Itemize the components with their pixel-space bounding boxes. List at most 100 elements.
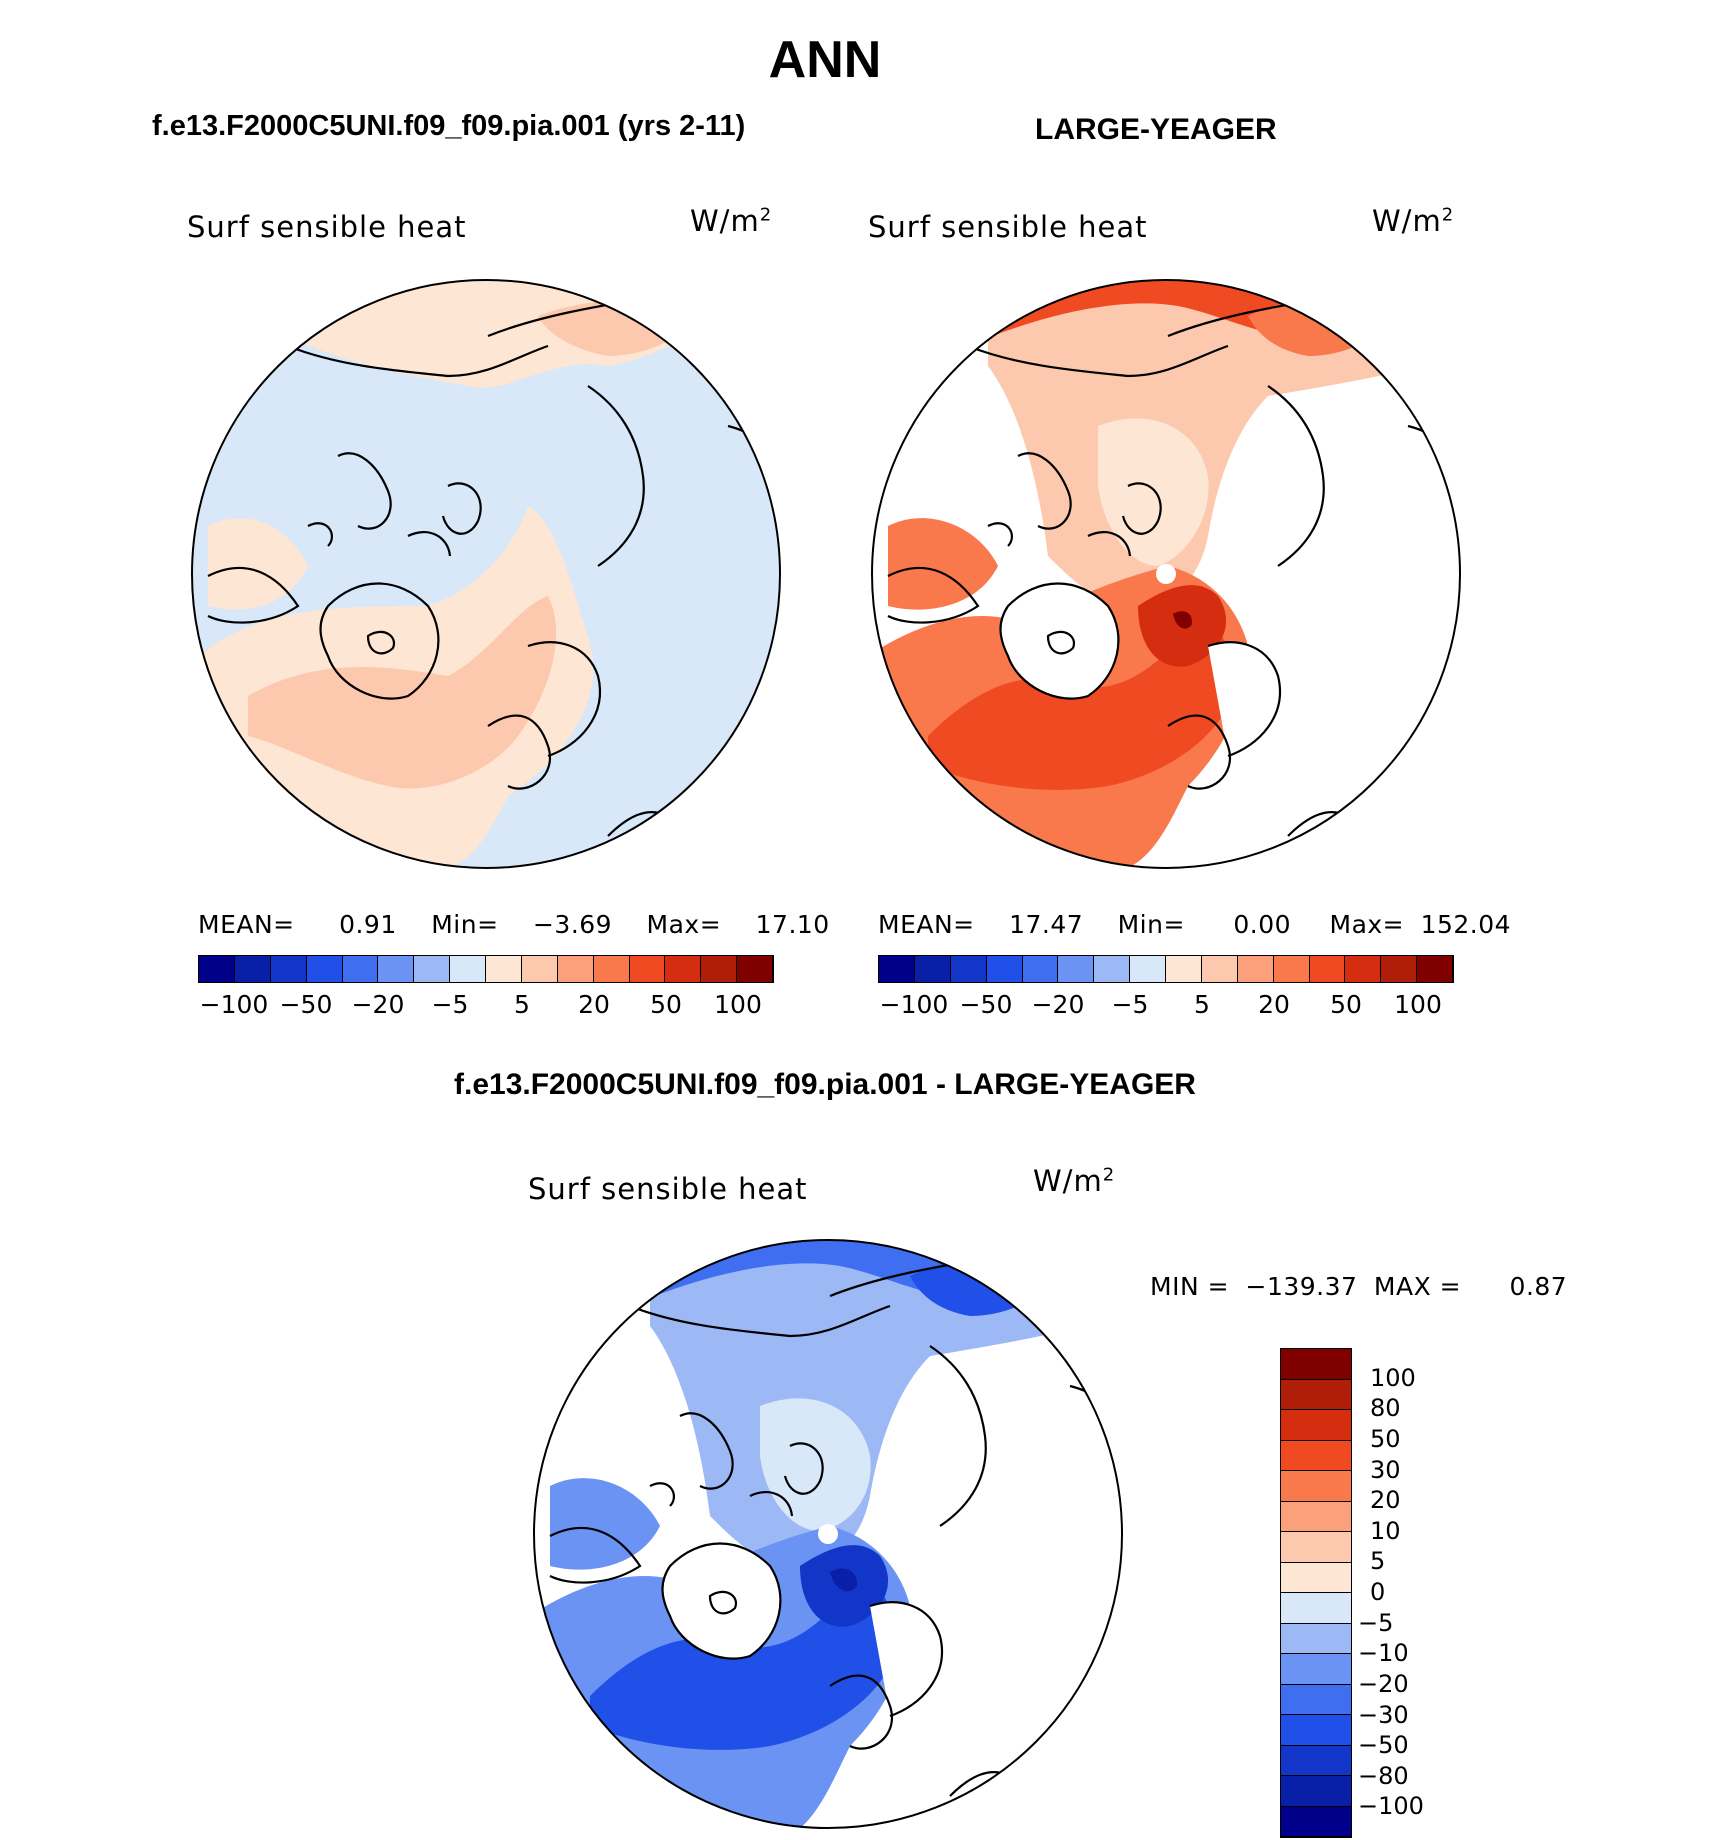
colorbar-tick-label: 20 xyxy=(1258,990,1290,1019)
colorbar-level-label: 10 xyxy=(1370,1516,1401,1545)
colorbar-swatch xyxy=(1281,1623,1351,1654)
colorbar-swatch xyxy=(1281,1379,1351,1410)
coastlines xyxy=(887,280,1460,837)
stat-label: MAX = xyxy=(1373,1272,1462,1301)
stat-min-value: −3.69 xyxy=(532,910,613,939)
diff-case-title: f.e13.F2000C5UNI.f09_f09.pia.001 - LARGE… xyxy=(454,1068,1196,1101)
colorbar-level-label: 20 xyxy=(1370,1486,1401,1515)
colorbar-level-label: −20 xyxy=(1358,1669,1409,1698)
diff-variable-label: Surf sensible heat xyxy=(528,1172,808,1206)
colorbar-swatch xyxy=(1201,956,1238,982)
colorbar-swatch xyxy=(1281,1410,1351,1441)
colorbar-swatch xyxy=(342,956,379,982)
diff-colorbar xyxy=(1280,1348,1352,1838)
left-variable-label: Surf sensible heat xyxy=(187,210,467,244)
colorbar-swatch xyxy=(557,956,594,982)
heat-shading-region xyxy=(1173,611,1193,629)
colorbar-swatch xyxy=(1281,1532,1351,1563)
stat-min-value: 0.00 xyxy=(1233,910,1292,939)
colorbar-tick-label: −20 xyxy=(1031,990,1085,1019)
stat-label: Min= xyxy=(431,910,499,939)
left-polar-map xyxy=(191,279,781,869)
colorbar-swatch xyxy=(1281,1806,1351,1837)
right-colorbar xyxy=(878,955,1454,983)
colorbar-level-label: 80 xyxy=(1370,1394,1401,1423)
colorbar-level-label: −50 xyxy=(1358,1731,1409,1760)
colorbar-tick-label: −5 xyxy=(431,990,469,1019)
colorbar-level-label: 100 xyxy=(1370,1363,1416,1392)
right-variable-label: Surf sensible heat xyxy=(868,210,1148,244)
diff-polar-map xyxy=(533,1239,1123,1829)
colorbar-tick-label: −5 xyxy=(1111,990,1149,1019)
coastlines xyxy=(207,280,780,837)
colorbar-swatch xyxy=(234,956,271,982)
colorbar-level-label: −100 xyxy=(1358,1792,1424,1821)
colorbar-swatch xyxy=(950,956,987,982)
colorbar-swatch xyxy=(1281,1715,1351,1746)
colorbar-swatch xyxy=(701,956,738,982)
colorbar-swatch xyxy=(1130,956,1166,982)
right-colorbar-ticks: −100 −50 −20 −5 5 20 50 100 xyxy=(878,990,1454,1022)
colorbar-tick-label: −20 xyxy=(351,990,405,1019)
right-case-title: LARGE-YEAGER xyxy=(1035,113,1277,146)
colorbar-swatch xyxy=(1281,1593,1351,1624)
diff-minmax-row: MIN = −139.37 MAX = 0.87 xyxy=(1150,1272,1567,1301)
colorbar-swatch xyxy=(1281,1745,1351,1776)
colorbar-swatch xyxy=(378,956,415,982)
page-title: ANN xyxy=(768,31,882,89)
colorbar-tick-label: 20 xyxy=(578,990,610,1019)
colorbar-level-label: −10 xyxy=(1358,1639,1409,1668)
stat-max-value: 0.87 xyxy=(1509,1272,1568,1301)
pole-hole xyxy=(1156,564,1176,584)
colorbar-tick-label: −100 xyxy=(199,990,269,1019)
colorbar-swatch xyxy=(629,956,666,982)
colorbar-tick-label: 100 xyxy=(1394,990,1442,1019)
colorbar-swatch xyxy=(1281,1501,1351,1532)
colorbar-swatch xyxy=(1281,1349,1351,1380)
colorbar-swatch xyxy=(986,956,1023,982)
colorbar-swatch xyxy=(521,956,558,982)
colorbar-tick-label: 50 xyxy=(650,990,682,1019)
colorbar-tick-label: 5 xyxy=(1194,990,1210,1019)
colorbar-swatch xyxy=(1345,956,1382,982)
left-case-title: f.e13.F2000C5UNI.f09_f09.pia.001 (yrs 2-… xyxy=(152,110,746,142)
colorbar-swatch xyxy=(1166,956,1202,982)
colorbar-level-label: 0 xyxy=(1370,1578,1386,1606)
colorbar-swatch xyxy=(1022,956,1059,982)
colorbar-swatch xyxy=(306,956,343,982)
colorbar-swatch xyxy=(1417,956,1453,982)
left-colorbar-ticks: −100 −50 −20 −5 5 20 50 100 xyxy=(198,990,774,1022)
colorbar-swatch xyxy=(879,956,915,982)
colorbar-swatch xyxy=(737,956,773,982)
left-stats-row: MEAN= 0.91 Min= −3.69 Max= 17.10 xyxy=(198,910,830,939)
right-units-label: W/m2 xyxy=(1372,204,1455,238)
colorbar-level-label: 5 xyxy=(1370,1547,1386,1576)
diff-units-label: W/m2 xyxy=(1033,1164,1116,1198)
colorbar-swatch xyxy=(1237,956,1274,982)
colorbar-swatch xyxy=(1094,956,1131,982)
colorbar-swatch xyxy=(665,956,702,982)
stat-label: Min= xyxy=(1117,910,1185,939)
colorbar-swatch xyxy=(1281,1471,1351,1502)
diff-shading-region xyxy=(550,1478,660,1570)
colorbar-swatch xyxy=(1058,956,1095,982)
diff-shading-region xyxy=(760,1398,871,1531)
right-polar-map xyxy=(871,279,1461,869)
left-colorbar xyxy=(198,955,774,983)
colorbar-level-label: 50 xyxy=(1370,1424,1401,1453)
stat-mean-value: 17.47 xyxy=(1009,910,1084,939)
stat-label: MIN = xyxy=(1150,1272,1230,1301)
colorbar-level-label: −30 xyxy=(1358,1700,1409,1729)
colorbar-tick-label: 50 xyxy=(1330,990,1362,1019)
stat-max-value: 17.10 xyxy=(755,910,830,939)
stat-label: Max= xyxy=(1329,910,1405,939)
colorbar-tick-label: 100 xyxy=(714,990,762,1019)
colorbar-swatch xyxy=(1281,1684,1351,1715)
colorbar-swatch xyxy=(1381,956,1418,982)
colorbar-swatch xyxy=(1281,1440,1351,1471)
diff-shading-region xyxy=(830,1568,858,1592)
colorbar-swatch xyxy=(1273,956,1310,982)
heat-shading-region xyxy=(988,280,1460,606)
stat-label: MEAN= xyxy=(878,910,975,939)
pole-hole xyxy=(818,1524,838,1544)
